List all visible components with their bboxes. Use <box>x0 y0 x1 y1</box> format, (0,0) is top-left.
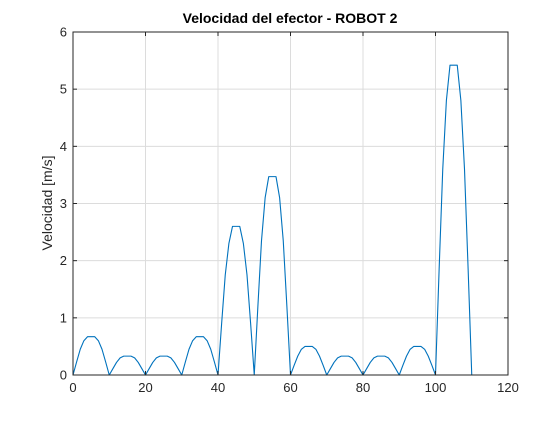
chart-title: Velocidad del efector - ROBOT 2 <box>183 10 398 26</box>
y-tick-label: 6 <box>60 25 67 40</box>
x-tick-label: 100 <box>425 380 447 395</box>
y-tick-label: 2 <box>60 253 67 268</box>
series-line-1 <box>72 64 473 376</box>
axes <box>72 31 509 376</box>
x-tick-label: 80 <box>356 380 370 395</box>
y-axis-label: Velocidad [m/s] <box>39 156 55 251</box>
y-tick-label: 3 <box>60 196 67 211</box>
x-tick-label: 0 <box>69 380 76 395</box>
tick-labels: 0 20 40 60 80 100 120 0 1 2 3 4 5 6 <box>60 25 519 396</box>
series-layer <box>72 64 473 376</box>
y-tick-label: 0 <box>60 368 67 383</box>
x-tick-label: 20 <box>138 380 152 395</box>
y-tick-label: 4 <box>60 139 67 154</box>
y-tick-label: 5 <box>60 82 67 97</box>
x-tick-label: 120 <box>497 380 519 395</box>
x-tick-label: 40 <box>211 380 225 395</box>
y-tick-label: 1 <box>60 310 67 325</box>
x-tick-label: 60 <box>283 380 297 395</box>
